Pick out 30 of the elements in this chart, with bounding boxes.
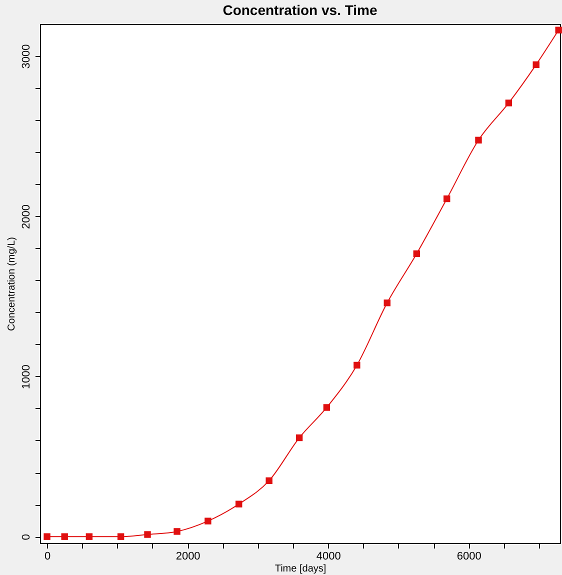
point [296, 434, 303, 442]
x-tick-label: 6000 [456, 550, 482, 562]
chart-title: Concentration vs. Time [222, 2, 378, 18]
point [444, 195, 450, 202]
point [236, 500, 242, 508]
point [413, 250, 420, 258]
y-axis-title: Concentration (mg/L) [6, 237, 18, 331]
point [323, 404, 330, 411]
point [266, 477, 272, 484]
y-tick-label: 2000 [20, 204, 32, 229]
x-axis-title: Time [days] [274, 564, 326, 574]
point [204, 518, 212, 524]
y-tick-label: 1000 [20, 364, 32, 390]
point [384, 300, 390, 306]
y-tick-label: 0 [20, 534, 32, 540]
point [117, 533, 124, 540]
point [354, 362, 360, 369]
x-tick-label: 2000 [176, 550, 200, 562]
y-tick-label: 3000 [20, 44, 32, 69]
point [532, 61, 540, 68]
point [61, 533, 68, 540]
point [475, 136, 482, 144]
x-tick-label: 0 [44, 550, 51, 562]
x-tick-label: 4000 [316, 550, 341, 562]
point [505, 100, 512, 106]
point [174, 528, 180, 535]
point [144, 531, 151, 538]
point [44, 533, 50, 540]
point [555, 26, 562, 34]
point [86, 533, 93, 540]
